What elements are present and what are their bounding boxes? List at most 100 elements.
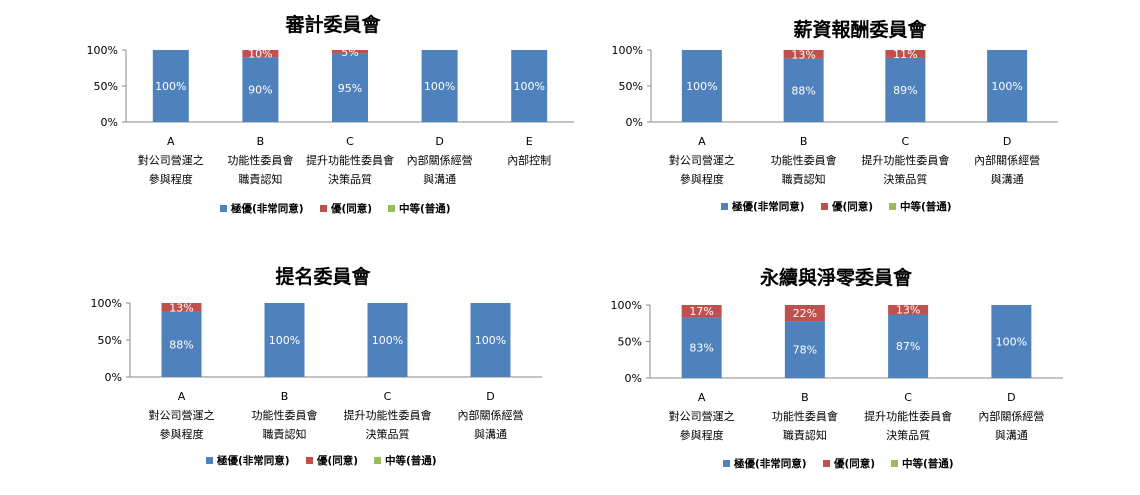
data-label: 100% xyxy=(424,80,455,93)
data-label: 100% xyxy=(155,80,186,93)
legend-label: 極優(非常同意) xyxy=(231,202,304,215)
category-label: A xyxy=(698,135,706,148)
legend-swatch xyxy=(206,457,213,464)
category-label: 與溝通 xyxy=(995,428,1028,442)
category-label: 對公司營運之 xyxy=(669,409,735,423)
data-label: 13% xyxy=(791,48,815,61)
legend-label: 優(同意) xyxy=(330,202,372,215)
category-label: C xyxy=(902,135,910,148)
category-label: 內部控制 xyxy=(507,153,551,167)
legend-label: 優(同意) xyxy=(833,457,875,470)
bar-good xyxy=(681,305,722,318)
category-label: 功能性委員會 xyxy=(771,153,837,167)
data-label: 13% xyxy=(169,301,193,314)
category-label: B xyxy=(800,135,808,148)
category-label: E xyxy=(526,135,533,148)
category-label: B xyxy=(801,391,809,404)
legend-swatch xyxy=(320,205,327,212)
category-label: 內部關係經營 xyxy=(974,153,1040,167)
bar-excellent xyxy=(242,57,279,123)
category-label: 決策品質 xyxy=(366,427,410,441)
category-label: 對公司營運之 xyxy=(669,153,735,167)
category-label: C xyxy=(384,390,392,403)
y-tick-label: 50% xyxy=(619,80,643,93)
chart-title: 審計委員會 xyxy=(284,13,381,36)
legend-swatch xyxy=(821,203,828,210)
category-label: 內部關係經營 xyxy=(458,408,524,422)
category-label: 功能性委員會 xyxy=(252,408,318,422)
category-label: A xyxy=(178,390,186,403)
category-label: C xyxy=(904,391,912,404)
y-tick-label: 50% xyxy=(94,80,118,93)
bar-excellent xyxy=(264,303,305,377)
y-tick-label: 0% xyxy=(105,371,122,384)
data-label: 17% xyxy=(689,305,713,318)
category-label: 與溝通 xyxy=(423,172,456,186)
data-label: 100% xyxy=(686,80,717,93)
category-label: 提升功能性委員會 xyxy=(344,408,432,422)
category-label: 參與程度 xyxy=(680,428,724,442)
legend-swatch xyxy=(889,203,896,210)
category-label: 與溝通 xyxy=(991,172,1024,186)
category-label: 對公司營運之 xyxy=(149,408,215,422)
legend-swatch xyxy=(891,460,898,467)
chart-title: 提名委員會 xyxy=(275,265,371,288)
data-label: 100% xyxy=(996,336,1027,349)
bar-excellent xyxy=(367,303,408,377)
bar-excellent xyxy=(161,311,202,377)
category-label: B xyxy=(257,135,265,148)
bar-excellent xyxy=(470,303,511,377)
legend-label: 中等(普通) xyxy=(385,454,437,467)
category-label: 對公司營運之 xyxy=(138,153,204,167)
legend-label: 極優(非常同意) xyxy=(217,454,290,467)
bar-good xyxy=(242,50,279,58)
legend-label: 極優(非常同意) xyxy=(734,457,807,470)
data-label: 83% xyxy=(689,342,713,355)
category-label: B xyxy=(281,390,289,403)
data-label: 100% xyxy=(372,334,403,347)
bar-good xyxy=(885,50,926,58)
data-label: 100% xyxy=(513,80,544,93)
bar-excellent xyxy=(681,317,722,378)
bar-excellent xyxy=(885,57,926,122)
y-tick-label: 100% xyxy=(87,44,118,57)
y-tick-label: 0% xyxy=(625,372,642,385)
bar-good xyxy=(161,303,202,312)
legend-label: 中等(普通) xyxy=(399,202,451,215)
data-label: 11% xyxy=(893,48,917,61)
category-label: 提升功能性委員會 xyxy=(306,153,394,167)
legend-swatch xyxy=(388,205,395,212)
category-label: 內部關係經營 xyxy=(978,409,1044,423)
legend-swatch xyxy=(721,203,728,210)
y-tick-label: 100% xyxy=(612,44,643,57)
data-label: 78% xyxy=(793,344,817,357)
y-tick-label: 50% xyxy=(618,336,642,349)
data-label: 89% xyxy=(893,84,917,97)
data-label: 90% xyxy=(248,84,272,97)
category-label: D xyxy=(486,390,494,403)
data-label: 10% xyxy=(248,48,272,61)
category-label: 參與程度 xyxy=(160,427,204,441)
chart-title: 永續與淨零委員會 xyxy=(759,266,913,289)
data-label: 22% xyxy=(793,307,817,320)
data-label: 88% xyxy=(791,84,815,97)
y-tick-label: 100% xyxy=(611,299,642,312)
bar-good xyxy=(332,50,368,54)
category-label: 提升功能性委員會 xyxy=(864,409,952,423)
legend-label: 優(同意) xyxy=(831,200,873,213)
bar-excellent xyxy=(987,50,1028,122)
legend-swatch xyxy=(306,457,313,464)
bar-excellent xyxy=(421,50,458,122)
bar-good xyxy=(888,305,929,315)
y-tick-label: 0% xyxy=(101,116,118,129)
category-label: 職責認知 xyxy=(783,428,827,442)
legend-swatch xyxy=(723,460,730,467)
legend-swatch xyxy=(823,460,830,467)
data-label: 5% xyxy=(341,46,358,59)
y-tick-label: 100% xyxy=(91,297,122,310)
data-label: 100% xyxy=(475,334,506,347)
bar-excellent xyxy=(783,58,824,122)
category-label: D xyxy=(1003,135,1011,148)
